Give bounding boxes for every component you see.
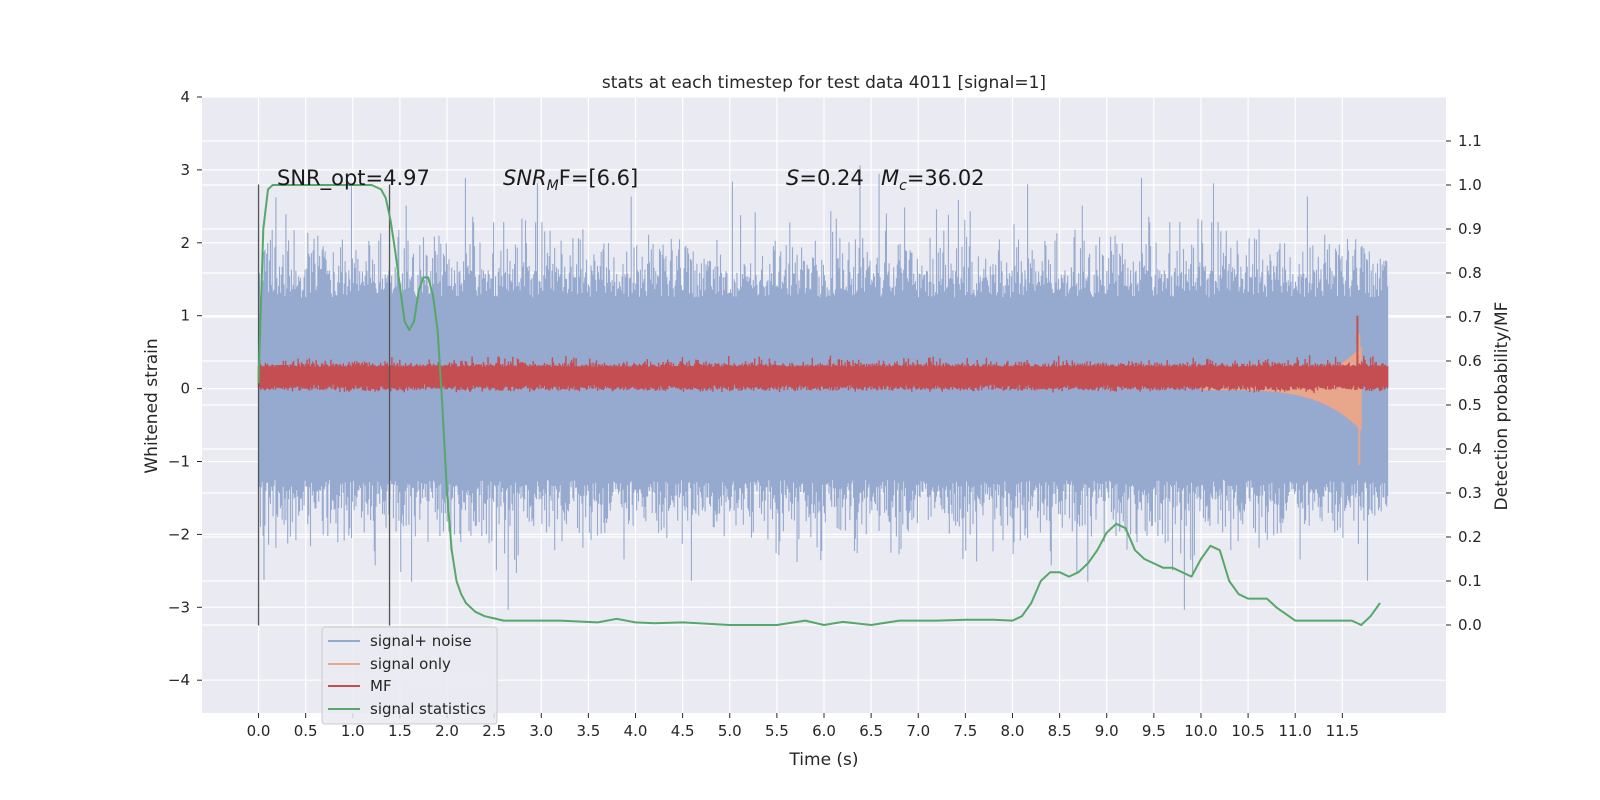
y-right-tick-label: 0.8: [1458, 264, 1482, 282]
x-tick-label: 0.0: [247, 722, 271, 740]
annotation-snr-mf-main: SNR: [503, 166, 547, 190]
y-right-tick-label: 0.6: [1458, 352, 1482, 370]
annotation-s-main: S: [786, 166, 799, 190]
x-tick-label: 2.0: [435, 722, 459, 740]
x-tick-label: 11.0: [1279, 722, 1312, 740]
legend-box: [321, 626, 498, 725]
x-tick-label: 1.0: [341, 722, 365, 740]
x-tick-label: 9.5: [1142, 722, 1166, 740]
y-left-tick-label: 2: [180, 234, 190, 252]
x-tick-label: 6.5: [859, 722, 883, 740]
annotation-s: S=0.24: [786, 166, 864, 190]
y-right-tick-label: 0.9: [1458, 220, 1482, 238]
y-left-tick-label: −4: [168, 671, 190, 689]
y-left-tick-label: 3: [180, 161, 190, 179]
x-tick-label: 5.0: [718, 722, 742, 740]
x-tick-label: 3.5: [576, 722, 600, 740]
y-right-tick-label: 0.1: [1458, 572, 1482, 590]
y-left-tick-label: −3: [168, 598, 190, 616]
y-right-tick-label: 0.5: [1458, 396, 1482, 414]
x-tick-label: 10.0: [1184, 722, 1217, 740]
x-tick-label: 4.0: [624, 722, 648, 740]
y-left-tick-label: 4: [180, 88, 190, 106]
chart-title: stats at each timestep for test data 401…: [602, 73, 1046, 93]
x-tick-label: 1.5: [388, 722, 412, 740]
y-right-tick-label: 0.4: [1458, 440, 1482, 458]
y-right-tick-label: 0.3: [1458, 484, 1482, 502]
x-tick-label: 3.0: [529, 722, 553, 740]
annotation-mc-sub: c: [899, 178, 907, 194]
x-axis-label: Time (s): [788, 750, 858, 770]
vertical-lines: [257, 184, 391, 626]
annotation-snr-mf-sub: M: [547, 178, 559, 194]
y-left-tick-label: −1: [168, 452, 190, 470]
annotation-mc-main: M: [881, 166, 899, 190]
x-tick-label: 8.5: [1048, 722, 1072, 740]
x-tick-label: 2.5: [482, 722, 506, 740]
signal-statistics-line: [257, 184, 1381, 626]
annotation-mc: Mc=36.02: [881, 166, 985, 194]
x-tick-label: 10.5: [1231, 722, 1264, 740]
legend-label-signal-statistics: signal statistics: [370, 700, 486, 718]
annotation-snr-opt: SNR_opt=4.97: [277, 166, 430, 191]
x-tick-label: 0.5: [294, 722, 318, 740]
y-right-tick-label: 0.2: [1458, 528, 1482, 546]
x-tick-label: 4.5: [671, 722, 695, 740]
annotation-snr-mf-rest: F=[6.6]: [559, 166, 638, 190]
legend: signal+ noise signal only MF signal stat…: [321, 626, 498, 725]
y-right-tick-label: 0.0: [1458, 616, 1482, 634]
x-tick-label: 11.5: [1326, 722, 1359, 740]
annotation-s-rest: =0.24: [799, 166, 863, 190]
x-tick-label: 8.0: [1001, 722, 1025, 740]
x-tick-label: 6.0: [812, 722, 836, 740]
x-tick-label: 7.0: [906, 722, 930, 740]
legend-label-mf: MF: [370, 677, 392, 695]
y-axis-label-left: Whitened strain: [142, 338, 162, 473]
annotation-snr-mf: SNRMF=[6.6]: [503, 166, 638, 194]
annotation-mc-rest: =36.02: [907, 166, 985, 190]
ticks: 0.0 0.5 1.0 1.5 2.0 2.5 3.0 3.5 4.0 4.5 5.0 5.5 6.0 6…: [168, 88, 1482, 740]
y-left-tick-label: 0: [180, 380, 190, 398]
x-tick-label: 5.5: [765, 722, 789, 740]
y-left-tick-label: −2: [168, 525, 190, 543]
y-right-tick-label: 0.7: [1458, 308, 1482, 326]
legend-label-signal-only: signal only: [370, 655, 451, 673]
series-signal-statistics: [257, 184, 1381, 626]
x-tick-label: 7.5: [953, 722, 977, 740]
legend-label-signal-plus-noise: signal+ noise: [370, 632, 472, 650]
y-right-tick-label: 1.1: [1458, 132, 1482, 150]
x-tick-label: 9.0: [1095, 722, 1119, 740]
y-left-tick-label: 1: [180, 307, 190, 325]
y-right-tick-label: 1.0: [1458, 176, 1482, 194]
y-axis-label-right: Detection probability/MF: [1492, 302, 1512, 511]
